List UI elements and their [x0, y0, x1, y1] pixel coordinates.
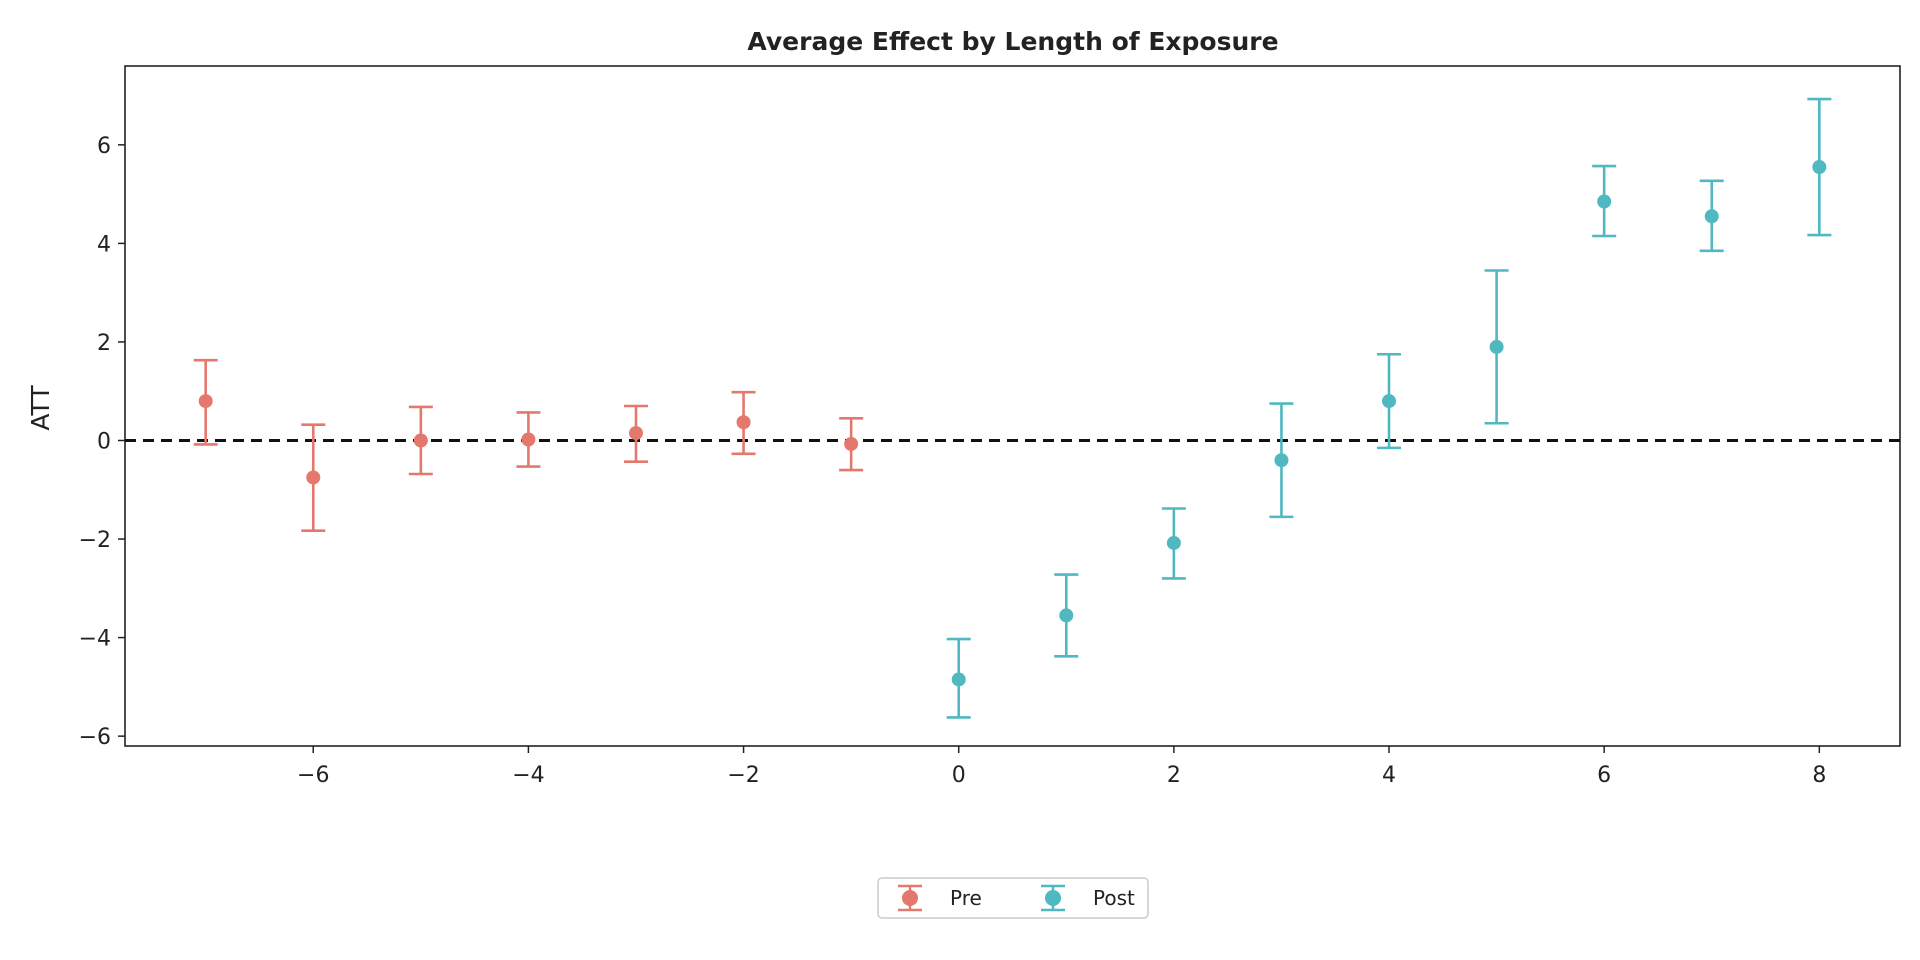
x-tick-label: 0 — [952, 763, 966, 788]
legend-box — [877, 877, 1149, 919]
data-point — [521, 432, 536, 447]
data-point — [1812, 160, 1827, 175]
data-point — [844, 436, 859, 451]
data-point — [1382, 394, 1397, 409]
chart-title: Average Effect by Length of Exposure — [747, 27, 1278, 56]
series-post — [946, 97, 1832, 719]
data-point — [1166, 535, 1181, 550]
data-point — [628, 426, 643, 441]
data-point — [306, 470, 321, 485]
x-tick-label: −4 — [512, 763, 544, 788]
data-point — [736, 415, 751, 430]
legend-entry-pre: Pre — [898, 884, 982, 912]
legend-entry-post: Post — [1041, 884, 1135, 912]
legend: Pre Post — [877, 877, 1149, 919]
data-point — [413, 433, 428, 448]
legend-label: Pre — [950, 886, 982, 910]
axes-frame — [124, 65, 1901, 747]
plot-area: −6 −4 −2 0 2 4 6 8 −6 −4 −2 0 2 4 6 — [79, 65, 1901, 788]
y-tick-label: −6 — [79, 725, 111, 750]
x-tick-label: −6 — [297, 763, 329, 788]
x-tick-label: 6 — [1597, 763, 1611, 788]
y-tick-label: 0 — [97, 429, 111, 454]
data-point — [1489, 339, 1504, 354]
x-tick-label: 2 — [1167, 763, 1181, 788]
data-point — [198, 394, 213, 409]
legend-marker-dot — [1045, 890, 1061, 906]
data-point — [1597, 194, 1612, 209]
x-tick-label: 4 — [1382, 763, 1396, 788]
y-axis-label: ATT — [26, 385, 55, 431]
x-tick-label: 8 — [1812, 763, 1826, 788]
y-tick-label: −4 — [79, 627, 111, 652]
data-point — [1059, 608, 1074, 623]
data-point — [1704, 209, 1719, 224]
y-tick-label: 6 — [97, 134, 111, 159]
y-tick-label: −2 — [79, 528, 111, 553]
y-tick-label: 4 — [97, 232, 111, 257]
x-tick-label: −2 — [727, 763, 759, 788]
data-point — [1274, 453, 1289, 468]
series-pre — [193, 358, 864, 532]
data-point — [951, 672, 966, 687]
legend-label: Post — [1093, 886, 1135, 910]
y-tick-label: 2 — [97, 331, 111, 356]
legend-marker-dot — [902, 890, 918, 906]
